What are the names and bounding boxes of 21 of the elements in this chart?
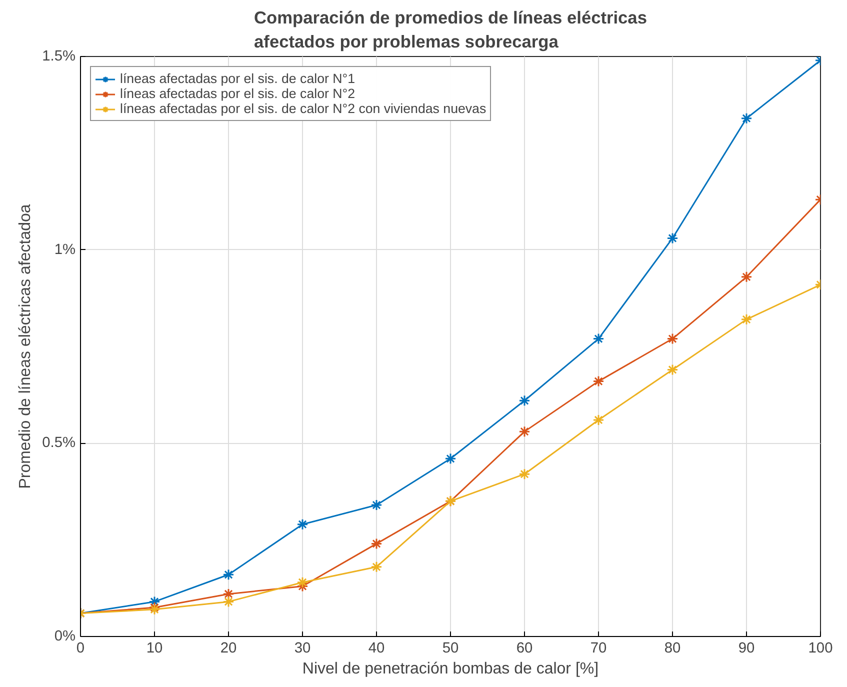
x-tick-label: 50 xyxy=(442,640,459,656)
y-axis-title: Promedio de líneas eléctricas afectadoa xyxy=(17,204,34,489)
x-tick-label: 0 xyxy=(76,640,85,656)
legend-label: líneas afectadas por el sis. de calor N°2 con viviendas nuevas xyxy=(120,101,486,116)
x-tick-label: 40 xyxy=(368,640,385,656)
x-tick-label: 60 xyxy=(516,640,533,656)
chart-title: Comparación de promedios de líneas eléctricas afectados por problemas sobrecarga xyxy=(254,8,647,52)
x-tick-label: 80 xyxy=(664,640,681,656)
x-tick-label: 100 xyxy=(808,640,833,656)
x-axis-title: Nivel de penetración bombas de calor [%] xyxy=(302,660,599,678)
x-tick-label: 20 xyxy=(220,640,237,656)
x-tick-label: 10 xyxy=(146,640,163,656)
legend-label: líneas afectadas por el sis. de calor N°1 xyxy=(120,71,355,86)
y-tick-label: 1.5% xyxy=(42,48,76,64)
x-tick-label: 30 xyxy=(294,640,311,656)
y-tick-label: 0.5% xyxy=(42,435,76,452)
x-tick-label: 90 xyxy=(738,640,755,656)
legend-label: líneas afectadas por el sis. de calor N°2 xyxy=(120,86,355,101)
y-tick-label: 0% xyxy=(54,628,76,644)
x-tick-label: 70 xyxy=(590,640,607,656)
y-tick-label: 1% xyxy=(54,242,76,258)
